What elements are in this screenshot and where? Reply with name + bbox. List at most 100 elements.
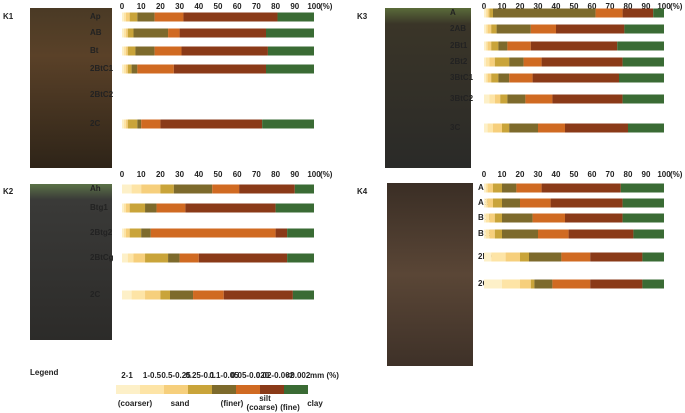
x-tick-label: 30	[534, 170, 543, 179]
x-tick-label: 50	[214, 2, 223, 11]
bar-segment	[489, 94, 495, 104]
bar-segment	[489, 8, 493, 18]
bar-segment	[123, 228, 126, 238]
bar-segment	[122, 203, 124, 213]
x-tick-label: 50	[570, 170, 579, 179]
bar-segment	[642, 252, 664, 262]
x-tick-label: 40	[552, 2, 561, 11]
x-tick-label: 60	[588, 2, 597, 11]
bar-segment	[122, 228, 124, 238]
bar-segment	[628, 123, 664, 133]
horizon-label: 2AB	[450, 24, 466, 33]
horizon-label: Bt	[90, 46, 99, 55]
x-tick-label: 100	[307, 170, 321, 179]
bar-segment	[595, 8, 623, 18]
horizon-label: 2C	[90, 119, 100, 128]
bar-segment	[530, 279, 535, 289]
bar-segment	[287, 228, 314, 238]
bar-segment	[496, 24, 531, 34]
legend-swatch	[284, 385, 308, 394]
bar-segment	[129, 203, 146, 213]
bar-segment	[262, 119, 314, 129]
bar-segment	[622, 8, 654, 18]
bar-segment	[505, 252, 520, 262]
x-tick-label: 10	[498, 170, 507, 179]
bar-segment	[277, 12, 314, 22]
horizon-label: 2Bt2	[450, 57, 468, 66]
bar-segment	[127, 119, 138, 129]
bar-segment	[485, 8, 488, 18]
bar-segment	[168, 253, 180, 263]
bar-segment	[487, 198, 493, 208]
axis-unit: (%)	[320, 2, 333, 11]
bar-segment	[485, 41, 488, 51]
bar-segment	[123, 12, 126, 22]
bar-segment	[624, 24, 664, 34]
bar-segment	[590, 252, 643, 262]
legend-label: 0.1-0.05	[209, 371, 239, 380]
bar-segment	[484, 229, 486, 239]
horizon-label: A	[450, 8, 456, 17]
bar-segment	[266, 64, 314, 74]
bar-segment	[223, 290, 293, 300]
bar-segment	[541, 57, 623, 67]
bar-segment	[622, 94, 664, 104]
bar-segment	[493, 123, 502, 133]
bar-segment	[550, 198, 623, 208]
bar-segment	[135, 46, 155, 56]
bar-segment	[516, 183, 542, 193]
legend-group: clay	[307, 399, 323, 408]
x-tick-label: 30	[175, 170, 184, 179]
legend-swatch	[188, 385, 212, 394]
x-tick-label: 20	[156, 170, 165, 179]
bar-segment	[125, 28, 128, 38]
bar-segment	[489, 57, 495, 67]
bar-segment	[485, 213, 490, 223]
bar-segment	[141, 184, 161, 194]
legend-label: 0.02-0.002	[256, 371, 295, 380]
axis-unit: (%)	[320, 170, 333, 179]
bar-segment	[491, 41, 499, 51]
bar-segment	[122, 12, 124, 22]
x-tick-label: 0	[120, 2, 125, 11]
bar-segment	[125, 46, 128, 56]
bar-segment	[145, 290, 161, 300]
bar-segment	[122, 119, 124, 129]
bar-segment	[485, 229, 490, 239]
bar-segment	[487, 183, 493, 193]
soil-photo	[387, 183, 473, 366]
bar-segment	[267, 46, 314, 56]
horizon-label: 3BtC1	[450, 73, 474, 82]
bar-segment	[173, 184, 213, 194]
legend-unit: mm (%)	[310, 371, 339, 380]
x-tick-label: 100	[657, 2, 671, 11]
legend-group: (coarse)	[246, 403, 277, 412]
x-tick-label: 70	[252, 170, 261, 179]
bar-segment	[502, 279, 520, 289]
bar-segment	[556, 24, 625, 34]
bar-segment	[487, 123, 493, 133]
bar-segment	[520, 198, 551, 208]
bar-segment	[145, 253, 169, 263]
legend-swatch	[164, 385, 188, 394]
legend-swatch	[140, 385, 164, 394]
bar-segment	[541, 183, 621, 193]
bar-segment	[507, 94, 526, 104]
bar-segment	[529, 252, 562, 262]
x-tick-label: 20	[516, 2, 525, 11]
bar-segment	[633, 229, 664, 239]
bar-segment	[185, 203, 276, 213]
bar-segment	[494, 229, 502, 239]
bar-segment	[502, 183, 517, 193]
bar-segment	[653, 8, 664, 18]
x-tick-label: 10	[498, 2, 507, 11]
x-tick-label: 90	[642, 2, 651, 11]
bar-segment	[127, 28, 134, 38]
horizon-label: 2BtCg	[90, 253, 114, 262]
bar-segment	[154, 12, 184, 22]
bar-segment	[484, 252, 492, 262]
bar-segment	[145, 203, 157, 213]
bar-segment	[154, 46, 182, 56]
legend-group: sand	[171, 399, 190, 408]
